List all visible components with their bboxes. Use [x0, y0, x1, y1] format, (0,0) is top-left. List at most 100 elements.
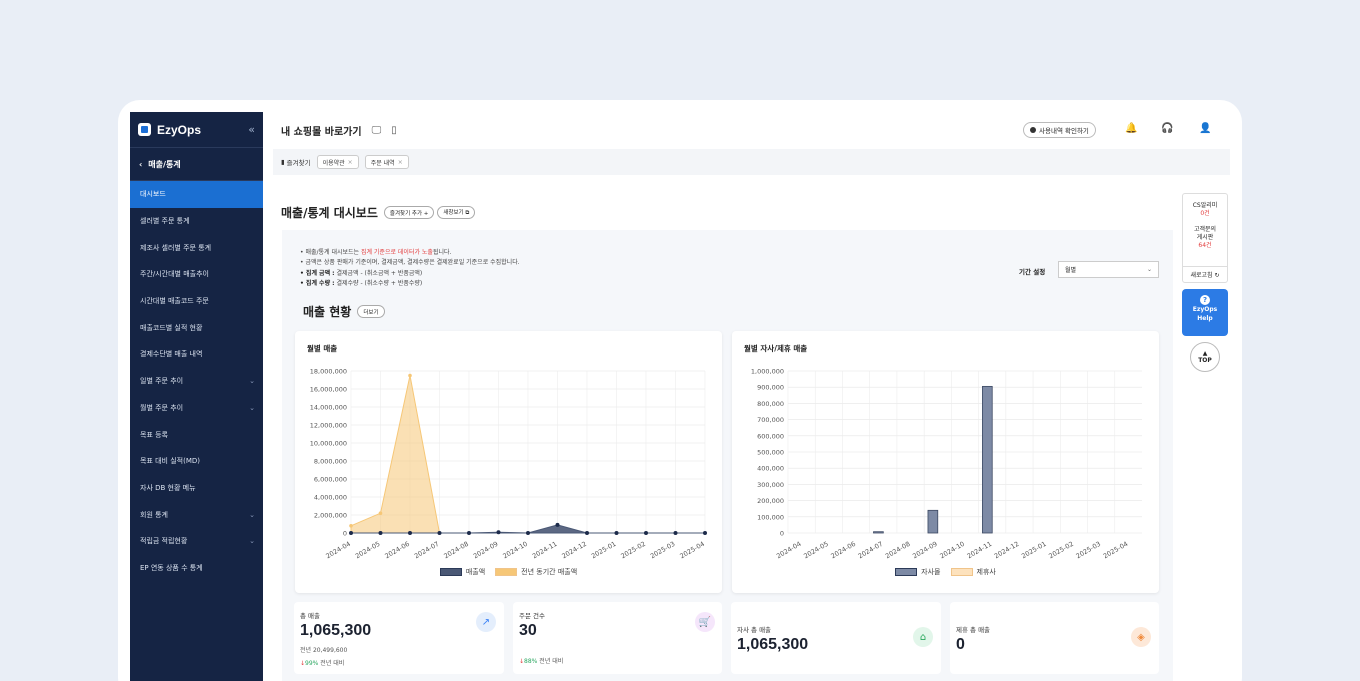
scroll-top-button[interactable]: ▲ TOP [1190, 342, 1220, 372]
favorite-chip-terms[interactable]: 이용약관 × [316, 155, 359, 169]
legend-swatch [495, 568, 518, 576]
sidebar-item[interactable]: 일별 주문 추이 ⌄ [130, 368, 263, 395]
legend-item[interactable]: 매출액 [439, 567, 485, 577]
sidebar-item-label: 자사 DB 현황 메뉴 [140, 483, 196, 492]
x-tick-label: 2024-04 [775, 540, 803, 561]
add-favorite-button[interactable]: 즐겨찾기 추가 + [383, 206, 435, 219]
x-tick-label: 2025-04 [1102, 540, 1130, 561]
sidebar: EzyOps « ‹ 매출/통계 대시보드 셀러별 주문 통계 제조사 셀러별 주문… [130, 112, 263, 681]
point-매출액 [437, 531, 442, 535]
close-icon[interactable]: × [397, 158, 403, 166]
sidebar-item[interactable]: 시간대별 매출코드 주문 [130, 288, 263, 315]
sidebar-item[interactable]: 셀러별 주문 통계 [130, 208, 263, 235]
sidebar-item[interactable]: 월별 주문 추이 ⌄ [130, 395, 263, 422]
logo-icon [138, 123, 151, 136]
point-전년 동기간 매출액 [378, 511, 383, 515]
bell-icon[interactable]: 🔔 [1125, 123, 1138, 134]
area-매출액 [351, 524, 705, 534]
mobile-icon[interactable]: ▯ [391, 125, 397, 136]
desktop-icon[interactable]: 🖵 [371, 125, 382, 136]
chevron-left-icon: ‹ [139, 159, 143, 169]
chevron-down-icon[interactable]: ⌄ [249, 510, 255, 519]
sidebar-item[interactable]: 목표 대비 실적(MD) [130, 448, 263, 475]
y-tick-label: 900,000 [757, 384, 784, 392]
sidebar-item[interactable]: 제조사 셀러별 주문 통계 [130, 234, 263, 261]
sidebar-section-label: 매출/통계 [148, 159, 181, 169]
help-label: EzyOps [1192, 306, 1218, 313]
x-tick-label: 2025-03 [649, 540, 677, 561]
shop-link[interactable]: 내 쇼핑몰 바로가기 [281, 127, 362, 138]
stat-label: 제휴 총 매출 [956, 626, 991, 634]
favorite-chip-label: 주문 내역 [370, 159, 395, 167]
y-tick-label: 1,000,000 [751, 368, 784, 376]
sidebar-item[interactable]: 매출코드별 실적 현황 [130, 314, 263, 341]
point-매출액 [467, 531, 471, 535]
x-tick-label: 2024-09 [472, 540, 500, 561]
point-매출액 [349, 531, 353, 535]
x-tick-label: 2024-07 [857, 540, 885, 561]
note-line: • 집계 금액 : 결제금액 - (취소금액 + 반품금액) [300, 269, 520, 279]
x-tick-label: 2025-01 [590, 540, 618, 561]
chevron-down-icon[interactable]: ⌄ [249, 403, 255, 412]
sidebar-section-back[interactable]: ‹ 매출/통계 [130, 148, 263, 181]
help-button[interactable]: ? EzyOps Help [1182, 289, 1228, 336]
sidebar-item[interactable]: 주간/시간대별 매출추이 [130, 261, 263, 288]
trend-icon: ↗ [476, 612, 496, 632]
usage-history-button[interactable]: 사용내역 확인하기 [1023, 122, 1096, 138]
point-매출액 [673, 531, 678, 535]
favorite-chip-label: 이용약관 [322, 159, 345, 167]
collapse-sidebar-icon[interactable]: « [248, 123, 255, 136]
sales-section-header: 매출 현황 더보기 [303, 303, 388, 320]
period-select[interactable]: 월별 ⌄ [1058, 261, 1159, 278]
customer-board[interactable]: 고객문의 게시판 64건 [1183, 218, 1227, 250]
y-tick-label: 200,000 [757, 497, 784, 505]
refresh-button[interactable]: 새로고침 ↻ [1183, 266, 1227, 282]
headset-icon[interactable]: 🎧 [1161, 123, 1174, 134]
open-new-window-button[interactable]: 새창보기 ⧉ [437, 206, 476, 219]
close-icon[interactable]: × [347, 158, 353, 166]
more-button[interactable]: 더보기 [357, 305, 385, 318]
legend-label: 자사몰 [921, 568, 941, 576]
x-tick-label: 2024-10 [501, 540, 529, 561]
main-area: 내 쇼핑몰 바로가기 🖵 ▯ 사용내역 확인하기 🔔 🎧 👤 ▮ 즐겨찾기 이용… [263, 112, 1232, 681]
monthly-sales-chart-card: 월별 매출 18,000,000 16,000,000 14,000,000 12,0… [295, 331, 722, 593]
sidebar-item[interactable]: 자사 DB 현황 메뉴 [130, 475, 263, 502]
chevron-down-icon[interactable]: ⌄ [249, 537, 255, 546]
sidebar-item[interactable]: 결제수단별 매출 내역 [130, 341, 263, 368]
sidebar-item[interactable]: EP 연동 상품 수 통계 [130, 555, 263, 582]
stat-value: 0 [956, 636, 965, 653]
legend-item[interactable]: 제휴사 [950, 567, 996, 577]
legend-item[interactable]: 자사몰 [895, 567, 941, 577]
chevron-down-icon[interactable]: ⌄ [249, 377, 255, 386]
chart-title: 월별 매출 [307, 344, 338, 353]
stat-label: 자사 총 매출 [737, 626, 772, 634]
sidebar-item[interactable]: 적립금 적립현황 ⌄ [130, 528, 263, 555]
sidebar-item[interactable]: 회원 통계 ⌄ [130, 501, 263, 528]
y-tick-label: 18,000,000 [310, 368, 347, 376]
chart-title: 월별 자사/제휴 매출 [744, 344, 808, 353]
x-tick-label: 2024-12 [560, 540, 588, 561]
legend-item[interactable]: 전년 동기간 매출액 [495, 567, 577, 577]
y-tick-label: 10,000,000 [310, 440, 347, 448]
y-tick-label: 16,000,000 [310, 386, 347, 394]
y-tick-label: 400,000 [757, 465, 784, 473]
sidebar-item[interactable]: 대시보드 [130, 181, 263, 208]
bookmark-icon: ▮ [281, 158, 285, 166]
cart-icon: 🛒 [695, 612, 715, 632]
cs-alert[interactable]: CS알리미 0건 [1183, 194, 1227, 218]
home-icon: ⌂ [913, 627, 933, 647]
note-text: 됩니다. [432, 249, 452, 256]
sidebar-item-label: 대시보드 [140, 190, 166, 199]
y-tick-label: 100,000 [757, 513, 784, 521]
sidebar-item-label: 월별 주문 추이 [140, 403, 184, 412]
usage-icon [1030, 127, 1036, 133]
favorite-chip-orders[interactable]: 주문 내역 × [364, 155, 409, 169]
period-value: 월별 [1065, 267, 1077, 274]
user-avatar-icon[interactable]: 👤 [1199, 123, 1212, 134]
stat-card-total-sales: 총 매출 1,065,300 전년 20,499,600 ↓99% 전년 대비 … [294, 602, 504, 674]
x-tick-label: 2024-07 [413, 540, 441, 561]
sidebar-item[interactable]: 목표 등록 [130, 421, 263, 448]
cs-alert-label: CS알리미 [1192, 202, 1218, 209]
y-tick-label: 6,000,000 [314, 476, 347, 484]
y-tick-label: 12,000,000 [310, 422, 347, 430]
